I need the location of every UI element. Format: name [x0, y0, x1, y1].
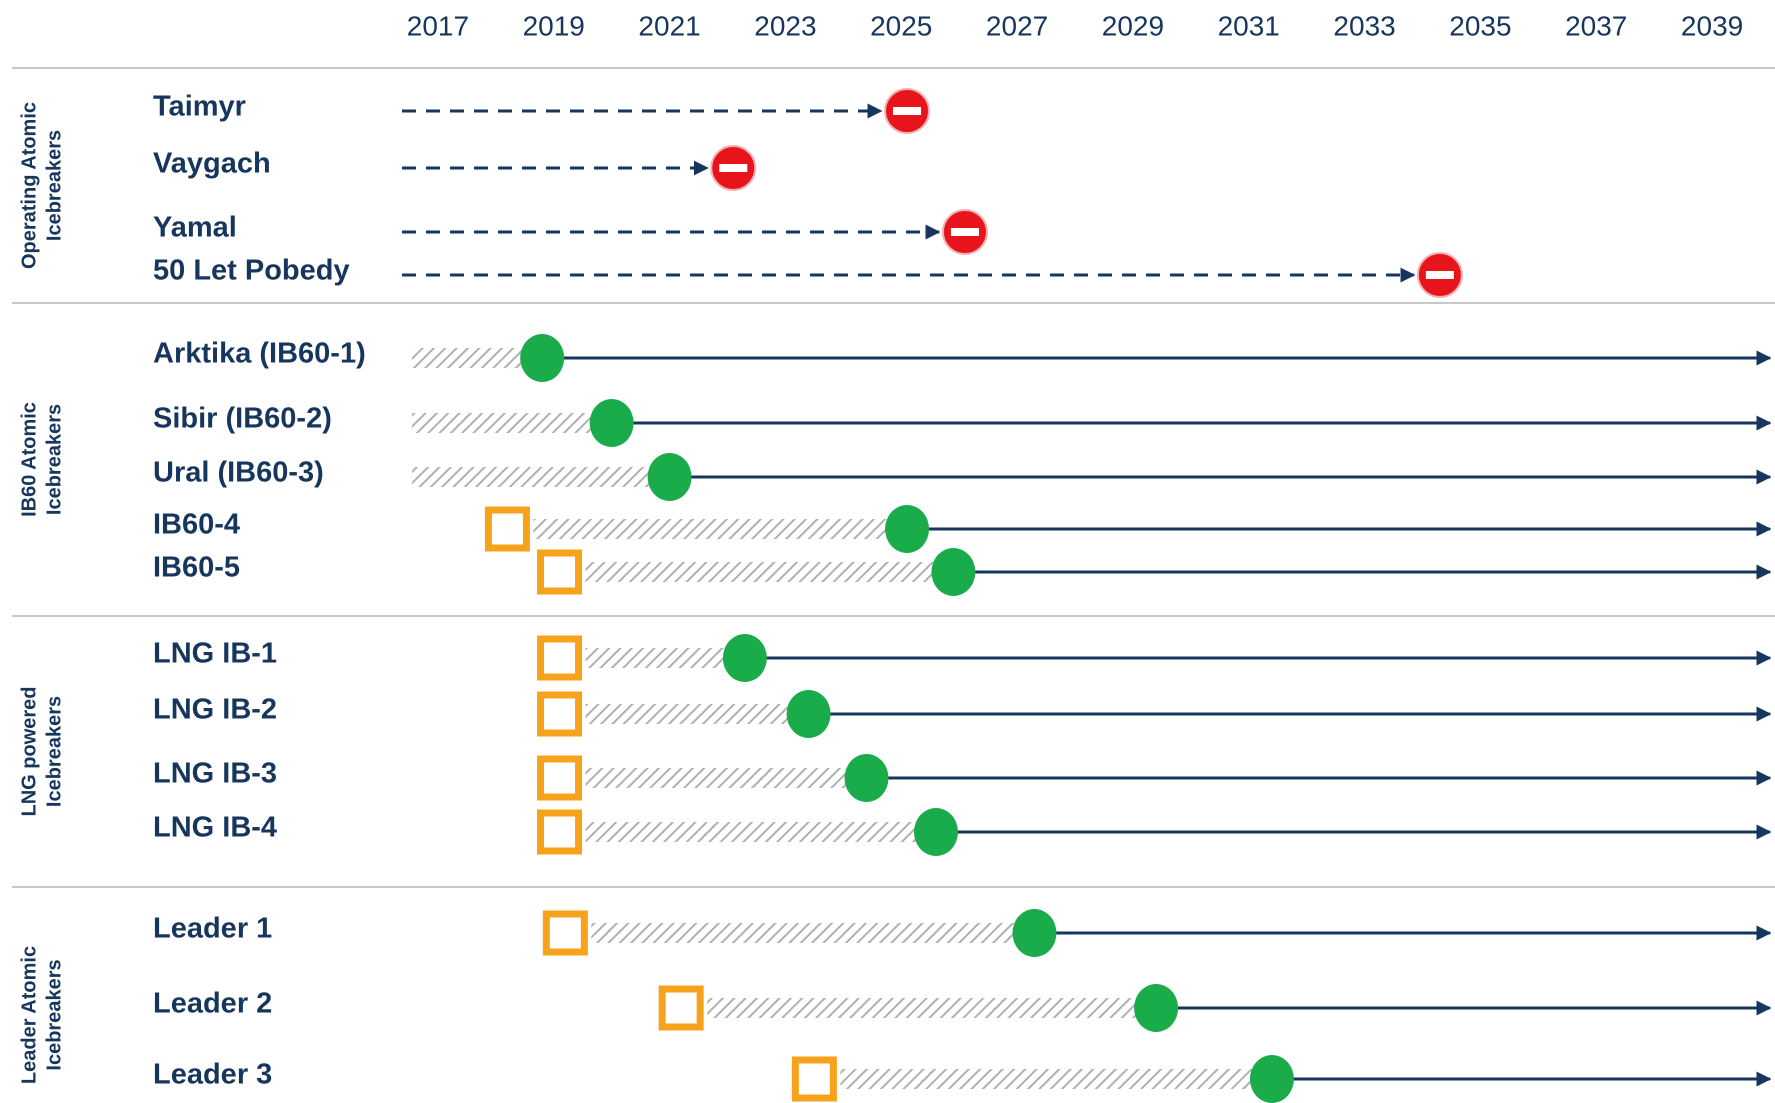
start-marker — [791, 1056, 837, 1102]
x-tick-label: 2031 — [1218, 10, 1280, 41]
decommission-bar — [950, 228, 979, 236]
x-tick-label: 2021 — [638, 10, 700, 41]
commission-marker — [1134, 984, 1179, 1032]
row-label: IB60-5 — [153, 552, 240, 584]
row-label: LNG IB-4 — [153, 812, 277, 844]
row-label: Leader 3 — [153, 1059, 272, 1091]
row-label: LNG IB-1 — [153, 638, 277, 670]
row-label: Ural (IB60-3) — [153, 457, 324, 489]
construction-bar — [707, 998, 1137, 1018]
group-label: Icebreakers — [43, 130, 65, 241]
x-tick-label: 2029 — [1102, 10, 1164, 41]
row-label: LNG IB-2 — [153, 694, 277, 726]
x-tick-label: 2035 — [1449, 10, 1511, 41]
construction-bar — [412, 348, 523, 368]
commission-marker — [1012, 909, 1057, 957]
construction-bar — [412, 467, 650, 487]
start-marker — [658, 985, 704, 1031]
decommission-bar — [893, 107, 922, 115]
x-tick-label: 2037 — [1565, 10, 1627, 41]
row-label: Leader 1 — [153, 913, 272, 945]
construction-bar — [585, 704, 789, 724]
x-tick-label: 2025 — [870, 10, 932, 41]
start-marker — [537, 809, 583, 855]
commission-marker — [914, 808, 958, 856]
group-label: Operating Atomic — [18, 102, 40, 269]
construction-bar — [533, 519, 888, 539]
commission-marker — [931, 548, 976, 596]
start-marker — [537, 635, 583, 681]
group-label: Leader Atomic — [18, 946, 40, 1084]
row-label: Yamal — [153, 212, 237, 244]
group-label: Icebreakers — [43, 959, 65, 1070]
group-label: IB60 Atomic — [18, 402, 40, 517]
start-marker — [542, 910, 588, 956]
decommission-bar — [1425, 271, 1454, 279]
commission-marker — [589, 399, 634, 447]
x-tick-label: 2017 — [407, 10, 469, 41]
construction-bar — [585, 822, 916, 842]
x-tick-label: 2033 — [1333, 10, 1395, 41]
construction-bar — [585, 648, 725, 668]
construction-bar — [840, 1069, 1252, 1089]
group-label: LNG powered — [18, 686, 40, 816]
commission-marker — [786, 690, 831, 738]
row-label: LNG IB-3 — [153, 758, 277, 790]
start-marker — [537, 691, 583, 737]
commission-marker — [885, 505, 930, 553]
row-label: Arktika (IB60-1) — [153, 338, 366, 370]
row-label: Leader 2 — [153, 988, 272, 1020]
row-label: 50 Let Pobedy — [153, 255, 350, 287]
start-marker — [537, 755, 583, 801]
x-tick-label: 2019 — [523, 10, 585, 41]
x-tick-label: 2039 — [1681, 10, 1743, 41]
start-marker — [537, 549, 583, 595]
commission-marker — [844, 754, 889, 802]
x-tick-label: 2027 — [986, 10, 1048, 41]
start-marker — [484, 506, 530, 552]
decommission-bar — [719, 164, 748, 172]
commission-marker — [722, 634, 767, 682]
group-label: Icebreakers — [43, 696, 65, 807]
group-label: Icebreakers — [43, 404, 65, 515]
row-label: Sibir (IB60-2) — [153, 403, 332, 435]
row-label: Taimyr — [153, 91, 246, 123]
x-tick-label: 2023 — [754, 10, 816, 41]
commission-marker — [647, 453, 692, 501]
construction-bar — [591, 923, 1015, 943]
construction-bar — [585, 768, 847, 788]
commission-marker — [1249, 1055, 1294, 1103]
construction-bar — [585, 562, 934, 582]
commission-marker — [520, 334, 565, 382]
row-label: Vaygach — [153, 148, 271, 180]
construction-bar — [412, 413, 592, 433]
row-label: IB60-4 — [153, 509, 240, 541]
